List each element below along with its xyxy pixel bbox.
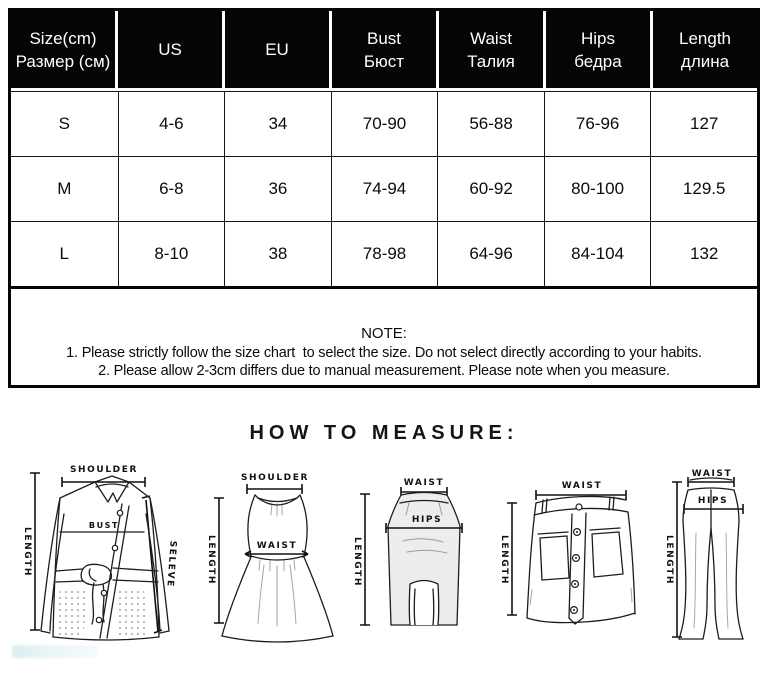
cell-us: 6-8	[117, 157, 225, 221]
cell-hips: 84-104	[543, 222, 651, 286]
figure-pencil-skirt: WAIST LENGTH HIPS	[343, 462, 468, 662]
cell-size: L	[59, 244, 70, 263]
header-length-en: Length	[679, 28, 731, 48]
header-waist-ru: Талия	[467, 51, 515, 71]
note-title: NOTE:	[361, 325, 407, 342]
header-cell-size: Size(cm) Размер (см)	[11, 11, 115, 88]
watermark	[12, 645, 98, 658]
cell-length: 129.5	[650, 157, 757, 221]
pencil-skirt-drawing-icon: WAIST LENGTH HIPS	[352, 478, 463, 626]
cell-hips: 76-96	[543, 92, 651, 156]
header-us: US	[158, 40, 182, 59]
header-bust-ru: Бюст	[363, 51, 405, 71]
size-table-header: Size(cm) Размер (см) US EU Bust Бюст Wai…	[11, 11, 757, 88]
figure-jacket: SHOULDER LENGTH SELEVE	[16, 452, 206, 664]
how-to-measure-heading: HOW TO MEASURE:	[249, 422, 519, 444]
mini-skirt-waist-label: WAIST	[562, 481, 602, 491]
jacket-bust-label: BUST	[89, 521, 119, 530]
dress-shoulder-label: SHOULDER	[241, 473, 309, 483]
jacket-length-label: LENGTH	[22, 527, 32, 577]
pants-length-label: LENGTH	[664, 535, 674, 585]
cell-eu: 36	[224, 157, 331, 221]
header-hips-en: Hips	[580, 28, 615, 48]
header-size-en: Size(cm)	[29, 28, 97, 48]
mini-skirt-drawing-icon: WAIST LENGTH	[499, 481, 636, 625]
header-cell-eu: EU	[225, 11, 329, 88]
mini-skirt-length-label: LENGTH	[499, 535, 509, 585]
figure-pants: WAIST HIPS LENGTH	[650, 458, 762, 658]
cell-size: M	[57, 179, 72, 198]
jacket-drawing-icon: SHOULDER LENGTH SELEVE	[22, 465, 178, 641]
cell-bust: 70-90	[330, 92, 438, 156]
size-table: Size(cm) Размер (см) US EU Bust Бюст Wai…	[8, 8, 760, 388]
header-cell-us: US	[118, 11, 222, 88]
header-cell-bust: Bust Бюст	[332, 11, 436, 88]
cell-us: 4-6	[117, 92, 225, 156]
cell-length: 127	[650, 92, 757, 156]
header-cell-hips: Hips бедра	[546, 11, 650, 88]
header-cell-waist: Waist Талия	[439, 11, 543, 88]
figure-mini-skirt: WAIST LENGTH	[486, 470, 636, 665]
figure-dress: SHOULDER LENGTH WAIST	[200, 458, 335, 658]
cell-us: 8-10	[117, 222, 225, 286]
header-size-ru: Размер (см)	[15, 51, 111, 71]
note-line-1: 1. Please strictly follow the size chart…	[66, 345, 702, 361]
header-bust-en: Bust	[366, 28, 402, 48]
jacket-sleeve-label: SELEVE	[164, 540, 177, 588]
cell-bust: 78-98	[330, 222, 438, 286]
note-line-2: 2. Please allow 2-3cm differs due to man…	[98, 363, 670, 379]
table-row-s: S 4-6 34 70-90 56-88 76-96 127	[11, 91, 757, 156]
cell-length: 132	[650, 222, 757, 286]
table-row-l: L 8-10 38 78-98 64-96 84-104 132	[11, 221, 757, 286]
cell-hips: 80-100	[543, 157, 651, 221]
cell-eu: 34	[224, 92, 331, 156]
dress-drawing-icon: SHOULDER LENGTH WAIST	[206, 473, 334, 643]
cell-waist: 56-88	[437, 92, 544, 156]
header-eu: EU	[265, 40, 289, 59]
pants-drawing-icon: WAIST HIPS LENGTH	[664, 469, 744, 640]
table-row-m: M 6-8 36 74-94 60-92 80-100 129.5	[11, 156, 757, 221]
cell-waist: 60-92	[437, 157, 544, 221]
header-length-ru: длина	[680, 51, 730, 71]
header-hips-ru: бедра	[574, 51, 622, 71]
jacket-shoulder-label: SHOULDER	[70, 465, 138, 475]
header-cell-length: Length длина	[653, 11, 757, 88]
dress-waist-label: WAIST	[257, 541, 297, 551]
pencil-skirt-waist-label: WAIST	[404, 478, 444, 488]
cell-bust: 74-94	[330, 157, 438, 221]
pants-waist-label: WAIST	[692, 469, 732, 479]
cell-waist: 64-96	[437, 222, 544, 286]
header-waist-en: Waist	[470, 28, 512, 48]
cell-eu: 38	[224, 222, 331, 286]
pants-hips-label: HIPS	[698, 496, 728, 506]
size-table-body: S 4-6 34 70-90 56-88 76-96 127 M 6-8 36 …	[11, 91, 757, 286]
cell-size: S	[58, 114, 70, 133]
note-cell: NOTE: 1. Please strictly follow the size…	[11, 286, 757, 385]
pencil-skirt-hips-label: HIPS	[412, 515, 442, 525]
dress-length-label: LENGTH	[206, 535, 216, 585]
pencil-skirt-length-label: LENGTH	[352, 537, 362, 587]
